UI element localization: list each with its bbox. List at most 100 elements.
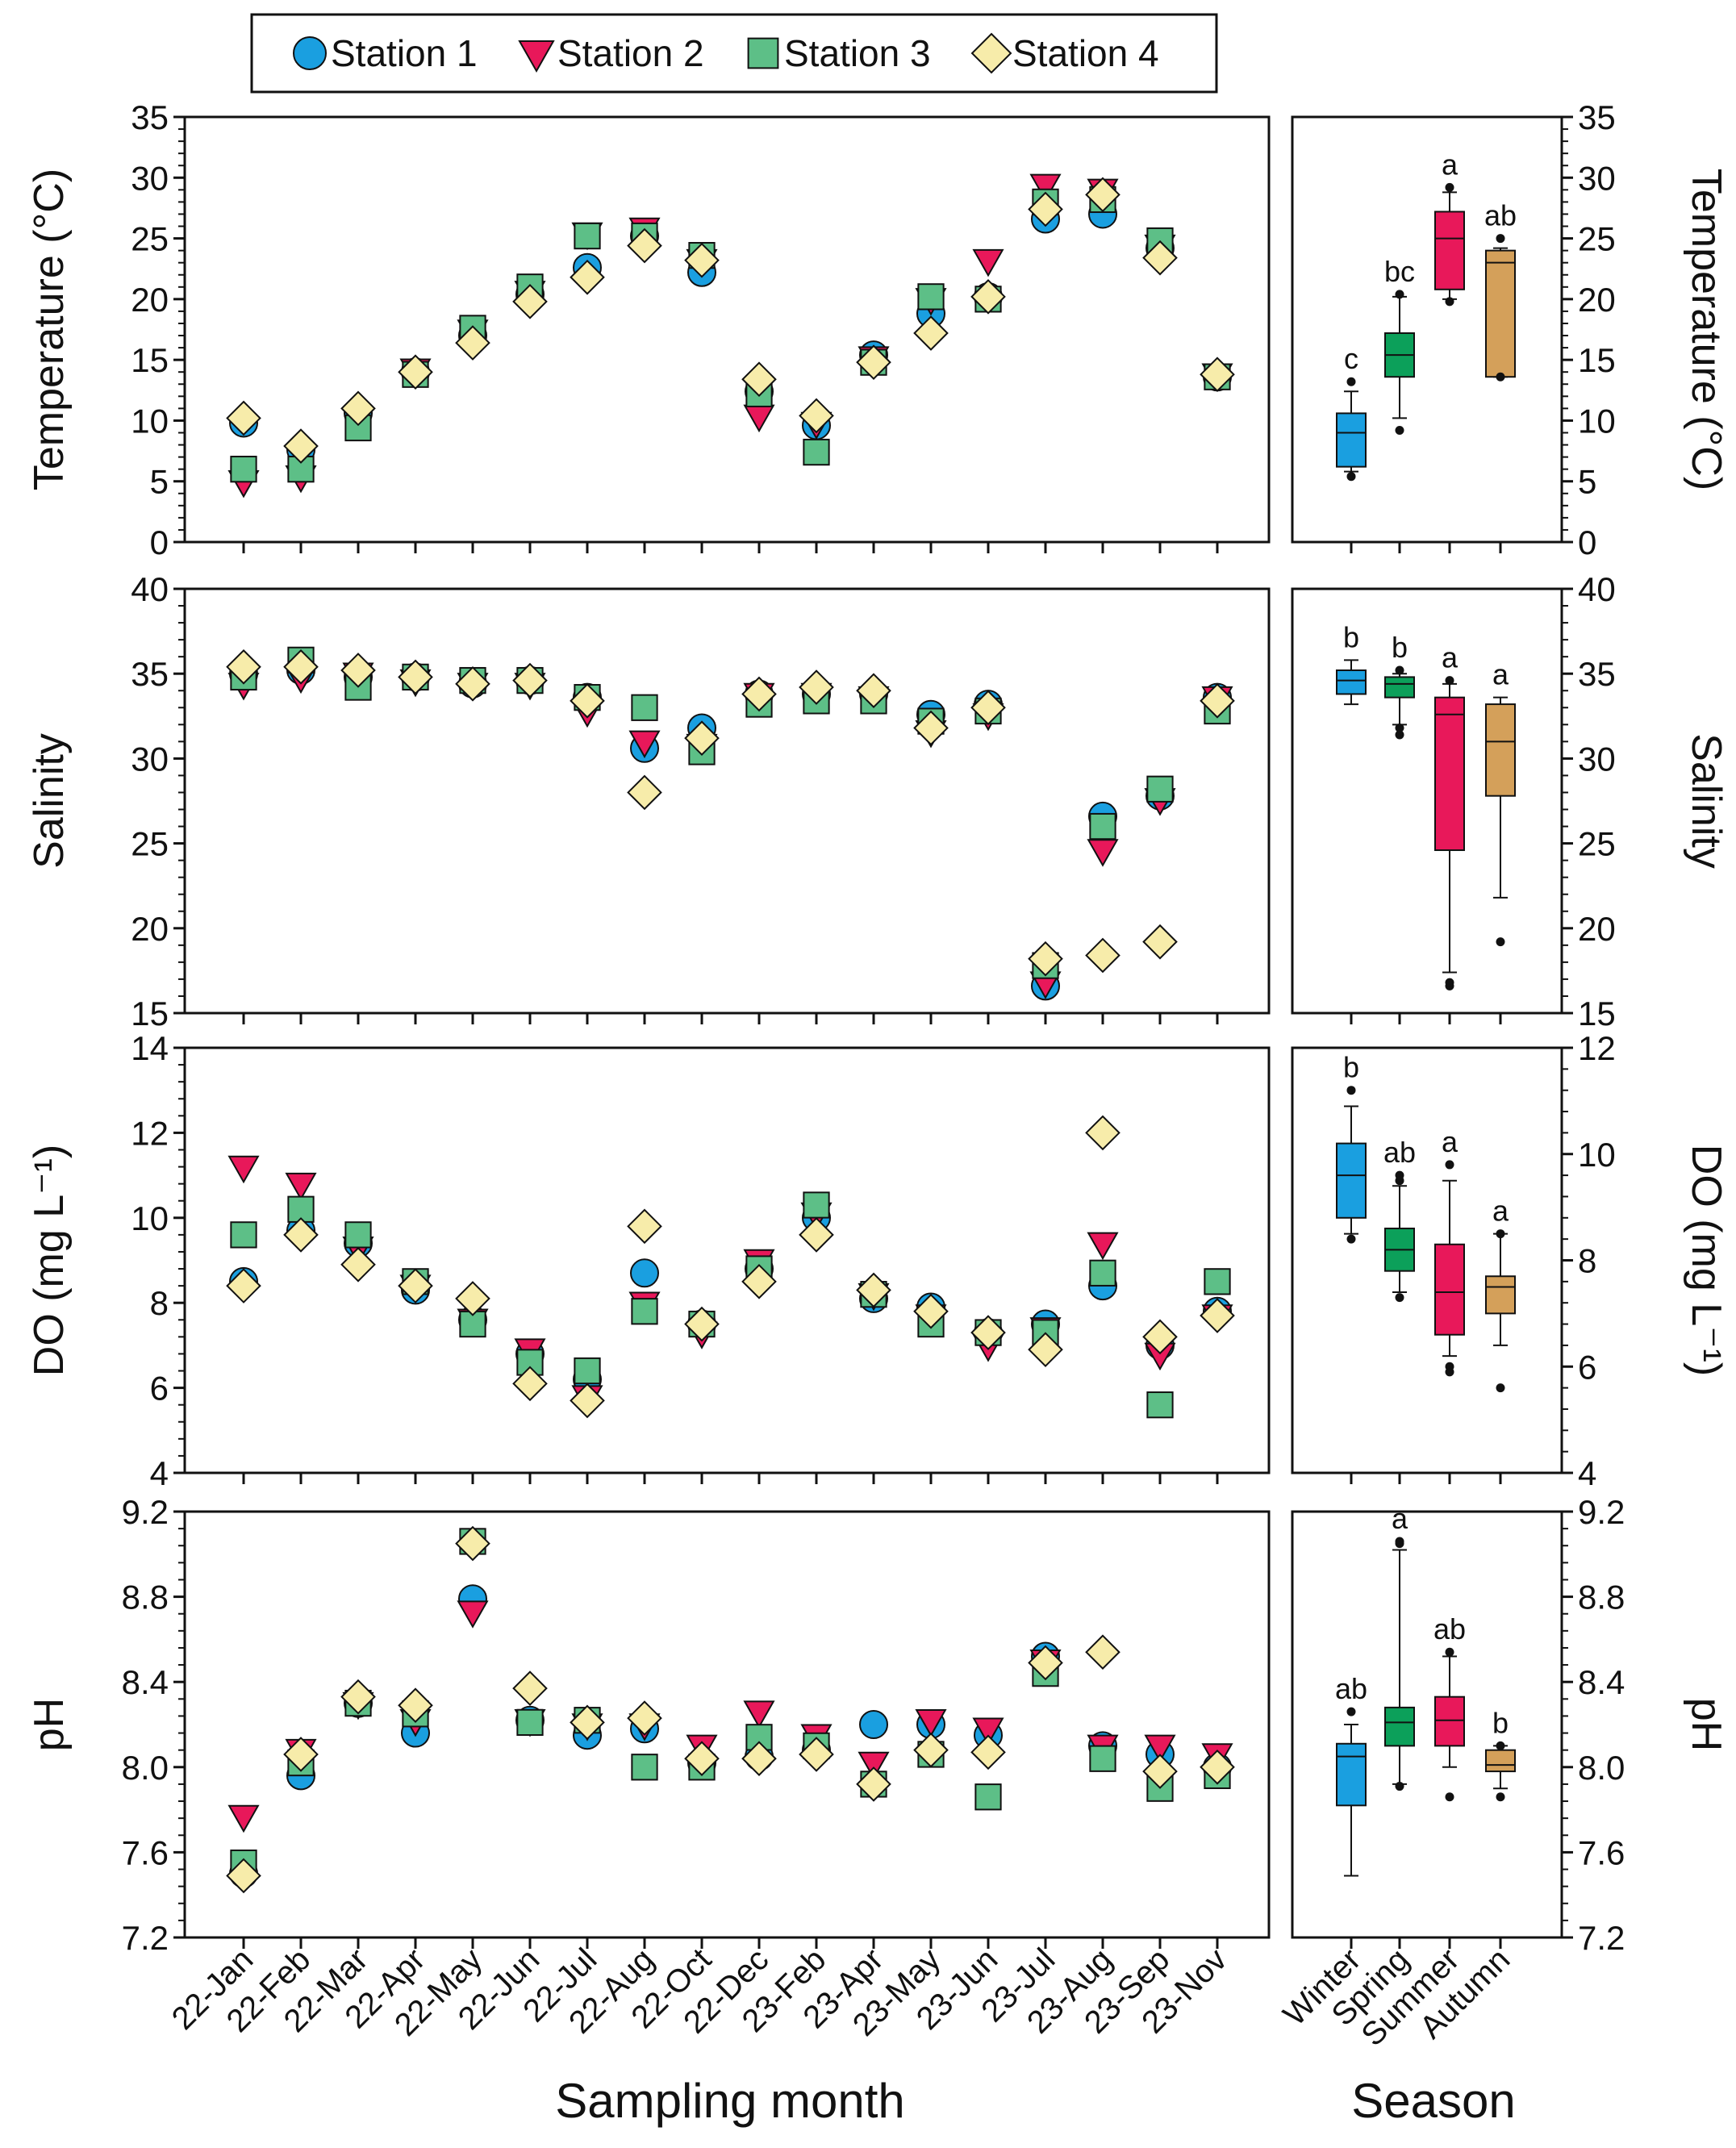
point-diamond	[741, 1264, 777, 1299]
point-diamond	[1200, 1298, 1235, 1333]
point-diamond	[226, 649, 261, 685]
point-diamond	[1085, 177, 1120, 213]
y-tick-label: 8.4	[122, 1663, 169, 1701]
point-diamond	[340, 390, 376, 427]
point-diamond	[1142, 924, 1178, 960]
point-square	[230, 1221, 257, 1249]
frame-season-do	[1291, 1046, 1563, 1474]
point-diamond	[398, 1268, 433, 1303]
y-tick-label: 35	[131, 98, 169, 136]
point-square	[574, 1357, 601, 1385]
point-tri	[1144, 1734, 1176, 1763]
significance-letter: b	[1343, 620, 1359, 653]
box-outlier	[1346, 472, 1356, 482]
legend-marker-tri	[518, 40, 555, 73]
significance-letter: b	[1343, 1051, 1359, 1084]
y-tick-label: 7.6	[122, 1833, 169, 1871]
y-axis-title: pH	[26, 1698, 73, 1751]
legend-label: Station 2	[557, 32, 704, 74]
point-diamond	[799, 398, 834, 434]
point-square	[631, 694, 658, 721]
box-outlier	[1395, 290, 1404, 299]
point-diamond	[1028, 1645, 1063, 1681]
point-square	[974, 1783, 1002, 1811]
point-diamond	[512, 1366, 548, 1402]
significance-letter: ab	[1433, 1612, 1466, 1645]
box-outlier	[1445, 676, 1454, 686]
box-body	[1336, 669, 1367, 695]
point-diamond	[340, 1679, 376, 1715]
significance-letter: a	[1392, 1502, 1408, 1535]
legend-label: Station 4	[1012, 32, 1159, 74]
box-body	[1434, 696, 1465, 852]
point-diamond	[913, 1293, 949, 1329]
box-outlier	[1346, 1234, 1356, 1244]
box-outlier	[1395, 724, 1404, 733]
box-outlier	[1445, 1160, 1454, 1170]
frame-season-salinity	[1291, 587, 1563, 1015]
season-y-tick-label: 10	[1578, 1136, 1616, 1174]
point-square	[1089, 1745, 1116, 1772]
box-outlier	[1496, 1229, 1505, 1239]
point-diamond	[627, 1208, 662, 1245]
season-y-tick-label: 12	[1578, 1029, 1616, 1067]
box-outlier	[1346, 1707, 1356, 1716]
season-y-tick-label: 20	[1578, 281, 1616, 319]
y-tick-label: 9.2	[122, 1493, 169, 1531]
y-tick-label: 10	[131, 1199, 169, 1237]
season-y-tick-label: 15	[1578, 995, 1616, 1032]
point-tri	[972, 248, 1004, 277]
box-body	[1336, 1742, 1367, 1807]
point-tri	[628, 730, 661, 759]
point-square	[803, 438, 830, 466]
box-body	[1485, 703, 1516, 797]
point-diamond	[1200, 683, 1235, 719]
point-diamond	[970, 279, 1006, 315]
box-outlier	[1496, 372, 1505, 382]
point-diamond	[1028, 1332, 1063, 1367]
point-diamond	[856, 1272, 891, 1308]
point-square	[574, 222, 601, 250]
point-tri	[743, 404, 775, 433]
box-outlier	[1395, 665, 1404, 675]
season-y-axis-title: pH	[1683, 1698, 1730, 1751]
box-body	[1336, 412, 1367, 468]
point-tri	[457, 1600, 489, 1629]
point-diamond	[856, 1766, 891, 1802]
box-body	[1336, 1142, 1367, 1219]
box-outlier	[1445, 297, 1454, 307]
box-outlier	[1445, 1647, 1454, 1657]
point-diamond	[455, 1281, 490, 1316]
y-tick-label: 12	[131, 1114, 169, 1152]
point-diamond	[741, 1741, 777, 1777]
y-axis-title: Temperature (°C)	[26, 169, 73, 490]
point-circle	[859, 1710, 888, 1739]
season-y-tick-label: 40	[1578, 570, 1616, 608]
point-diamond	[340, 653, 376, 688]
box-outlier	[1496, 234, 1505, 244]
significance-letter: ab	[1335, 1672, 1367, 1705]
season-y-axis-title: DO (mg L⁻¹)	[1683, 1145, 1730, 1376]
y-tick-label: 6	[150, 1370, 169, 1408]
point-tri	[743, 1700, 775, 1729]
point-diamond	[455, 1525, 490, 1562]
y-tick-label: 15	[131, 995, 169, 1032]
panel-salinity: 15 20 25 30 35 40 Salinity 15 20 25 30 35 40 Salinity…	[26, 570, 1730, 1032]
point-diamond	[283, 1217, 319, 1253]
point-diamond	[799, 1737, 834, 1772]
season-y-tick-label: 6	[1578, 1348, 1596, 1386]
point-tri	[1029, 173, 1062, 202]
point-diamond	[799, 669, 834, 705]
point-square	[344, 1221, 372, 1249]
point-diamond	[913, 1732, 949, 1768]
frame-season-temperature	[1291, 115, 1563, 544]
box-outlier	[1496, 1792, 1505, 1802]
point-square	[1146, 1391, 1174, 1419]
box-outlier	[1395, 1293, 1404, 1303]
point-tri	[972, 1717, 1004, 1746]
y-axis-title: Salinity	[26, 733, 73, 869]
box-outlier	[1346, 377, 1356, 386]
box-outlier	[1445, 1362, 1454, 1371]
significance-letter: c	[1344, 342, 1358, 375]
